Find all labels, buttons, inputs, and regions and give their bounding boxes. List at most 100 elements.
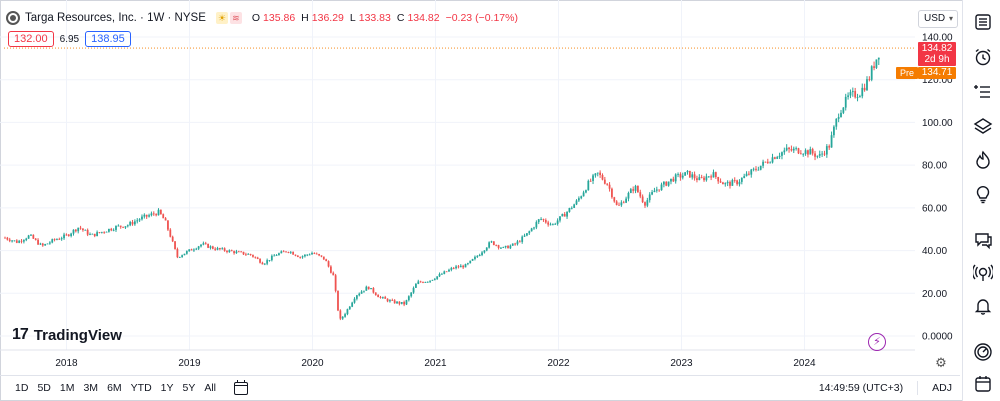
range-ytd[interactable]: YTD — [130, 382, 152, 394]
price-axis[interactable]: 140.00 120.00 100.00 80.00 60.00 40.00 20.00 0.… — [922, 33, 953, 343]
bell-icon[interactable] — [973, 296, 993, 316]
candle-body — [466, 263, 469, 265]
tradingview-watermark[interactable]: 17 TradingView — [12, 326, 122, 344]
range-6m[interactable]: 6M — [107, 382, 122, 394]
candle-body — [46, 243, 49, 245]
candle-body — [301, 256, 304, 258]
candle — [724, 182, 727, 187]
candle — [528, 230, 531, 235]
candle — [188, 249, 191, 252]
candle-body — [452, 268, 455, 269]
candle — [372, 287, 375, 294]
candle-body — [280, 251, 283, 254]
range-5y[interactable]: 5Y — [182, 382, 196, 394]
range-1d[interactable]: 1D — [15, 382, 29, 394]
candle — [398, 301, 401, 306]
candle-body — [766, 161, 769, 163]
chat-icon[interactable] — [973, 230, 993, 250]
spread-value: 6.95 — [59, 33, 80, 45]
range-1y[interactable]: 1Y — [160, 382, 174, 394]
candle — [858, 94, 861, 98]
candle-body — [332, 272, 335, 276]
candle — [367, 286, 370, 290]
axis-settings-gear-icon[interactable]: ⚙ — [935, 355, 947, 370]
candle-body — [462, 265, 465, 268]
market-status-badges[interactable]: ☀ ≋ — [215, 12, 242, 24]
symbol-title[interactable]: Targa Resources, Inc. · 1W · NYSE — [25, 12, 206, 24]
candle — [292, 251, 295, 255]
buy-button[interactable]: 138.95 — [85, 31, 131, 47]
alarm-clock-icon[interactable] — [973, 47, 993, 67]
layers-icon[interactable] — [973, 116, 993, 136]
candle-body — [818, 154, 821, 156]
dashboard-gauge-icon[interactable] — [973, 342, 993, 362]
price-tick-label: 80.00 — [922, 161, 947, 172]
calendar-icon[interactable] — [973, 374, 993, 394]
candle-body — [615, 201, 618, 205]
sun-icon[interactable]: ☀ — [215, 12, 228, 24]
time-axis[interactable]: 2018 2019 2020 2021 2022 2023 2024 — [0, 349, 915, 369]
candle — [152, 211, 155, 216]
price-chart[interactable]: 140.00 120.00 100.00 80.00 60.00 40.00 20.00 0.… — [0, 0, 960, 375]
clock-time[interactable]: 14:49:59 (UTC+3) — [818, 382, 904, 394]
watchlist-icon[interactable] — [973, 12, 993, 32]
candle — [736, 179, 738, 186]
candle-body — [828, 146, 831, 148]
candle-body — [266, 260, 269, 264]
candle — [573, 203, 576, 209]
candle — [457, 264, 460, 269]
candle — [842, 107, 845, 115]
goto-date-calendar-icon[interactable] — [234, 379, 249, 395]
candle — [719, 178, 722, 183]
lightbulb-icon[interactable] — [973, 184, 993, 204]
candle — [216, 246, 219, 251]
candle — [556, 218, 559, 226]
candle — [492, 241, 495, 246]
candle-body — [601, 174, 604, 180]
wave-icon[interactable]: ≋ — [229, 12, 242, 24]
candle — [594, 173, 597, 178]
candle-body — [540, 219, 542, 220]
range-5d[interactable]: 5D — [37, 382, 51, 394]
news-list-icon[interactable] — [973, 82, 993, 102]
candle — [575, 199, 578, 206]
stream-icon[interactable] — [973, 263, 993, 283]
candle-body — [422, 282, 424, 283]
hotlist-flame-icon[interactable] — [973, 150, 993, 170]
candle-body — [22, 240, 25, 242]
sell-button[interactable]: 132.00 — [8, 31, 54, 47]
candle-body — [261, 262, 264, 265]
adj-toggle[interactable]: ADJ — [932, 382, 952, 394]
candle — [337, 290, 339, 312]
candle — [500, 247, 502, 250]
lightning-icon[interactable]: ⚡ — [868, 333, 886, 351]
candle-body — [289, 251, 292, 253]
candle — [554, 222, 557, 225]
candle — [462, 264, 465, 270]
candle-body — [294, 254, 297, 256]
candle-body — [339, 310, 342, 319]
candle — [322, 256, 325, 261]
candle-body — [497, 245, 500, 248]
range-3m[interactable]: 3M — [83, 382, 99, 394]
candle-body — [858, 96, 861, 98]
candle — [471, 258, 474, 261]
candle — [653, 187, 656, 193]
range-all[interactable]: All — [204, 382, 217, 394]
candle-body — [788, 147, 790, 150]
candle-body — [693, 174, 696, 179]
tradingview-logo-icon: 17 — [12, 326, 29, 343]
range-1m[interactable]: 1M — [59, 382, 75, 394]
time-tick-label: 2020 — [301, 358, 324, 369]
candle-body — [740, 177, 743, 182]
candle-body — [44, 244, 47, 246]
currency-selector[interactable]: USD — [918, 10, 958, 28]
candle-body — [549, 224, 552, 226]
candle-body — [521, 236, 524, 242]
candle — [261, 261, 264, 265]
candle-body — [495, 244, 498, 246]
candle-body — [809, 149, 812, 155]
candle-body — [830, 135, 833, 148]
candle — [417, 279, 420, 285]
candle — [171, 235, 174, 243]
